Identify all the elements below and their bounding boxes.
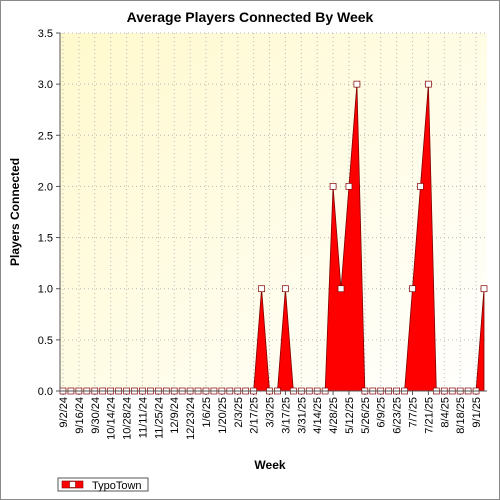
- chart-title: Average Players Connected By Week: [127, 9, 374, 25]
- data-point-marker: [329, 183, 337, 190]
- x-tick-label: 3/17/25: [280, 397, 292, 434]
- x-tick-label: 7/7/25: [408, 397, 420, 428]
- y-axis-ticks: 0.0 0.5 1.0 1.5 2.0 2.5 3.0 3.5: [38, 28, 60, 398]
- data-point-marker: [417, 183, 424, 190]
- y-tick-label: 0.0: [38, 386, 53, 398]
- y-tick-label: 2.0: [38, 181, 53, 193]
- x-tick-label: 8/18/25: [455, 397, 467, 434]
- x-tick-label: 12/23/24: [185, 397, 197, 440]
- x-tick-label: 5/26/25: [360, 397, 372, 434]
- legend-label: TypoTown: [92, 480, 142, 492]
- y-tick-label: 2.5: [38, 130, 53, 142]
- x-tick-label: 6/9/25: [376, 397, 388, 428]
- x-tick-label: 10/14/24: [106, 397, 118, 440]
- x-tick-label: 4/28/25: [328, 397, 340, 434]
- data-point-marker: [425, 80, 432, 88]
- data-point-marker: [409, 285, 416, 293]
- x-tick-label: 1/20/25: [217, 397, 229, 434]
- y-axis-label: Players Connected: [8, 158, 22, 266]
- x-tick-label: 5/12/25: [344, 397, 356, 434]
- y-tick-label: 1.0: [38, 284, 53, 296]
- y-tick-label: 1.5: [38, 233, 53, 245]
- x-tick-label: 3/31/25: [296, 397, 308, 434]
- x-tick-label: 3/3/25: [265, 397, 277, 428]
- y-tick-label: 3.0: [38, 79, 53, 91]
- x-tick-label: 1/6/25: [201, 397, 213, 428]
- x-tick-label: 10/28/24: [122, 397, 134, 440]
- x-axis-label: Week: [254, 458, 285, 472]
- x-tick-label: 9/16/24: [74, 397, 86, 434]
- x-tick-label: 6/23/25: [392, 397, 404, 434]
- data-point-marker: [337, 285, 345, 293]
- x-tick-label: 9/30/24: [90, 397, 102, 434]
- legend-marker: [69, 481, 76, 488]
- legend: TypoTown: [57, 477, 149, 492]
- y-tick-label: 3.5: [38, 28, 53, 40]
- x-tick-label: 7/21/25: [423, 397, 435, 434]
- x-tick-label: 11/11/24: [137, 397, 149, 438]
- data-point-marker: [282, 285, 289, 293]
- x-tick-label: 4/14/25: [312, 397, 324, 434]
- y-tick-label: 0.5: [38, 335, 53, 347]
- data-point-marker: [258, 285, 265, 293]
- data-point-marker: [345, 183, 353, 190]
- x-tick-label: 2/17/25: [249, 397, 261, 434]
- x-tick-label: 11/25/24: [153, 397, 165, 439]
- data-point-marker: [480, 285, 488, 293]
- x-axis-ticks: 9/2/24 9/16/24 9/30/24 10/14/24 10/28/24 11/1…: [58, 391, 483, 440]
- x-tick-label: 12/9/24: [169, 397, 181, 434]
- x-tick-label: 9/2/24: [58, 397, 70, 428]
- x-tick-label: 2/3/25: [233, 397, 245, 428]
- data-point-marker: [353, 80, 361, 88]
- x-tick-label: 8/4/25: [439, 397, 451, 428]
- x-tick-label: 9/1/25: [471, 397, 483, 428]
